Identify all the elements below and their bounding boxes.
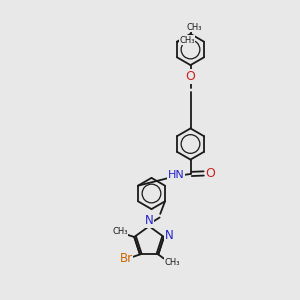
Text: CH₃: CH₃: [164, 258, 179, 267]
Text: O: O: [206, 167, 215, 180]
Text: CH₃: CH₃: [179, 36, 195, 45]
Text: CH₃: CH₃: [112, 227, 128, 236]
Text: CH₃: CH₃: [186, 22, 202, 32]
Text: N: N: [145, 214, 154, 227]
Text: Br: Br: [120, 251, 133, 265]
Text: O: O: [186, 70, 195, 83]
Text: HN: HN: [168, 170, 185, 181]
Text: N: N: [165, 229, 174, 242]
